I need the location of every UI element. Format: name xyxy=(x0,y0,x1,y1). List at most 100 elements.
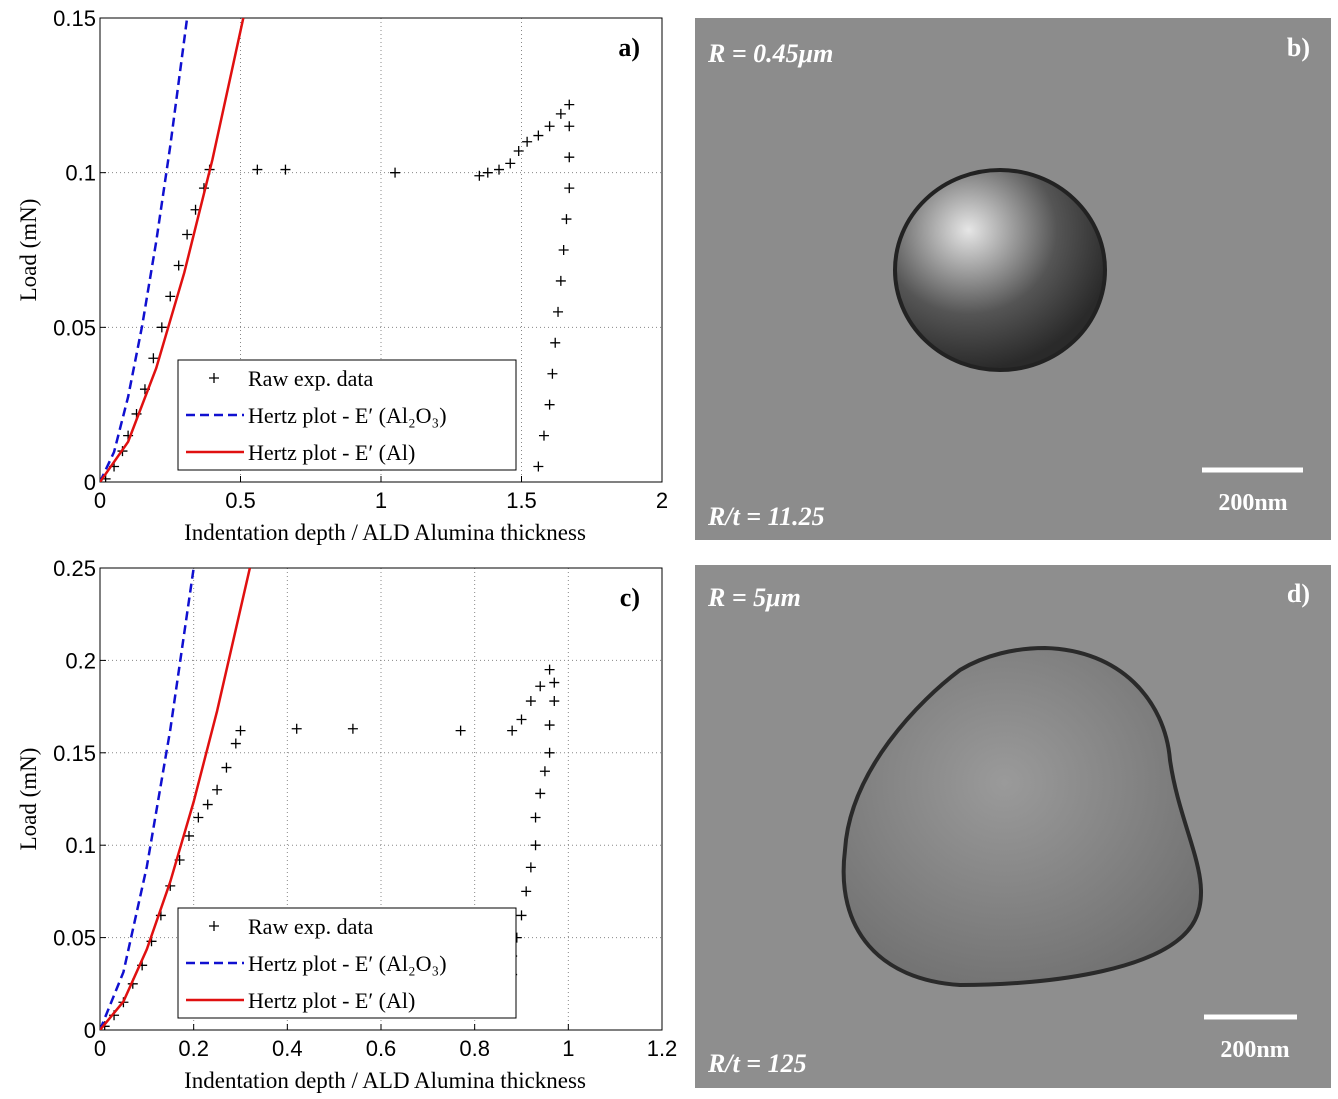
legend-swatch xyxy=(209,921,219,931)
data-point xyxy=(235,725,246,736)
data-point xyxy=(547,368,558,379)
data-point xyxy=(553,306,564,317)
chart: 0 0.5 1 1.5 2 0 0.05 0.1 0.15 Raw exp. data Hertz … xyxy=(16,6,668,545)
legend-label: Raw exp. data xyxy=(248,914,373,939)
data-point xyxy=(173,260,184,271)
data-point xyxy=(212,784,223,795)
data-point xyxy=(202,799,213,810)
radius-label: R = 5μm xyxy=(707,583,801,612)
legend-label: Hertz plot - E′ (Al) xyxy=(248,988,415,1013)
data-point xyxy=(455,725,466,736)
x-tick-label: 0 xyxy=(94,1036,106,1061)
data-point xyxy=(165,291,176,302)
legend-label: Raw exp. data xyxy=(248,366,373,391)
plot-marks xyxy=(100,18,575,482)
data-point xyxy=(555,275,566,286)
data-point xyxy=(544,399,555,410)
data-point xyxy=(550,337,561,348)
data-point xyxy=(530,812,541,823)
data-point xyxy=(561,214,572,225)
ratio-label: R/t = 11.25 xyxy=(707,502,825,531)
data-point xyxy=(507,725,518,736)
x-tick-label: 0.8 xyxy=(459,1036,490,1061)
data-point xyxy=(535,681,546,692)
data-point xyxy=(183,830,194,841)
y-tick-label: 0.1 xyxy=(65,833,96,858)
data-point xyxy=(252,164,263,175)
y-tick-label: 0.05 xyxy=(53,315,96,340)
y-axis-label: Load (mN) xyxy=(16,199,41,302)
series-line xyxy=(100,568,195,1030)
data-point xyxy=(549,696,560,707)
data-point xyxy=(474,170,485,181)
data-point xyxy=(390,167,401,178)
data-point xyxy=(544,121,555,132)
scale-label: 200nm xyxy=(1218,490,1287,516)
y-tick-label: 0 xyxy=(84,470,96,495)
data-point xyxy=(533,130,544,141)
data-point xyxy=(549,677,560,688)
x-tick-label: 1 xyxy=(562,1036,574,1061)
x-tick-label: 0.5 xyxy=(225,488,256,513)
data-point xyxy=(521,886,532,897)
scale-label: 200nm xyxy=(1220,1037,1289,1063)
data-point xyxy=(555,108,566,119)
radius-label: R = 0.45μm xyxy=(707,39,833,68)
x-tick-label: 0.6 xyxy=(366,1036,397,1061)
legend-label: Hertz plot - E′ (Al) xyxy=(248,440,415,465)
data-point xyxy=(544,720,555,731)
crater xyxy=(893,168,1107,372)
x-axis-label: Indentation depth / ALD Alumina thicknes… xyxy=(184,1068,586,1093)
data-point xyxy=(516,714,527,725)
data-point xyxy=(182,229,193,240)
data-point xyxy=(533,461,544,472)
data-point xyxy=(156,322,167,333)
data-point xyxy=(564,183,575,194)
x-tick-label: 2 xyxy=(656,488,668,513)
data-point xyxy=(291,723,302,734)
x-tick-label: 1.5 xyxy=(506,488,537,513)
data-point xyxy=(494,164,505,175)
image-d: R = 5μm d) R/t = 125 200nm xyxy=(695,565,1331,1088)
data-point xyxy=(564,121,575,132)
data-point xyxy=(505,158,516,169)
data-point xyxy=(558,245,569,255)
series-line xyxy=(100,18,245,482)
panel-label: a) xyxy=(618,33,640,62)
data-point xyxy=(347,723,358,734)
data-point xyxy=(525,696,536,707)
data-point xyxy=(535,788,546,799)
data-point xyxy=(482,167,493,178)
data-point xyxy=(564,99,575,110)
panel-label: b) xyxy=(1287,33,1310,62)
x-tick-label: 1.2 xyxy=(647,1036,678,1061)
y-tick-label: 0.15 xyxy=(53,741,96,766)
legend-label: Hertz plot - E′ (Al₂O₃) xyxy=(248,951,447,976)
data-point xyxy=(516,910,527,921)
x-tick-label: 0.2 xyxy=(178,1036,209,1061)
data-point xyxy=(280,164,291,175)
x-tick-label: 1 xyxy=(375,488,387,513)
panel-label: d) xyxy=(1287,579,1310,608)
y-tick-label: 0.05 xyxy=(53,926,96,951)
data-point xyxy=(193,812,204,823)
y-tick-label: 0.1 xyxy=(65,161,96,186)
crater xyxy=(841,645,1204,988)
data-point xyxy=(544,664,555,675)
data-point xyxy=(221,762,232,773)
data-point xyxy=(513,146,524,157)
data-point xyxy=(230,738,241,749)
series-line xyxy=(100,18,189,482)
ratio-label: R/t = 125 xyxy=(707,1049,807,1078)
data-point xyxy=(539,766,550,777)
data-point xyxy=(530,840,541,851)
y-tick-label: 0.15 xyxy=(53,6,96,31)
data-point xyxy=(522,136,533,147)
y-tick-label: 0.25 xyxy=(53,556,96,581)
data-point xyxy=(148,353,159,364)
y-axis-label: Load (mN) xyxy=(16,748,41,851)
plot-frame xyxy=(99,567,663,1031)
data-point xyxy=(525,862,536,873)
x-axis-label: Indentation depth / ALD Alumina thicknes… xyxy=(184,520,586,545)
y-tick-label: 0 xyxy=(84,1018,96,1043)
